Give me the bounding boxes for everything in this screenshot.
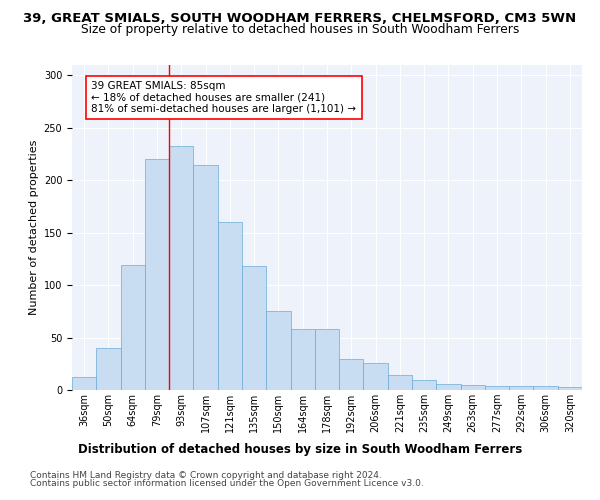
Y-axis label: Number of detached properties: Number of detached properties [29, 140, 40, 315]
Bar [388, 376, 412, 390]
Text: Contains public sector information licensed under the Open Government Licence v3: Contains public sector information licen… [30, 478, 424, 488]
Bar [169, 146, 193, 390]
Bar [218, 222, 242, 390]
Bar [533, 386, 558, 390]
Bar [315, 329, 339, 390]
Bar [242, 266, 266, 390]
Bar [461, 385, 485, 390]
Bar [509, 386, 533, 390]
Text: 39, GREAT SMIALS, SOUTH WOODHAM FERRERS, CHELMSFORD, CM3 5WN: 39, GREAT SMIALS, SOUTH WOODHAM FERRERS,… [23, 12, 577, 26]
Bar [193, 164, 218, 390]
Bar [558, 387, 582, 390]
Bar [436, 384, 461, 390]
Bar [72, 378, 96, 390]
Bar [290, 329, 315, 390]
Text: Distribution of detached houses by size in South Woodham Ferrers: Distribution of detached houses by size … [78, 442, 522, 456]
Text: Size of property relative to detached houses in South Woodham Ferrers: Size of property relative to detached ho… [81, 22, 519, 36]
Bar [145, 160, 169, 390]
Bar [485, 386, 509, 390]
Bar [266, 312, 290, 390]
Text: 39 GREAT SMIALS: 85sqm
← 18% of detached houses are smaller (241)
81% of semi-de: 39 GREAT SMIALS: 85sqm ← 18% of detached… [91, 80, 356, 114]
Text: Contains HM Land Registry data © Crown copyright and database right 2024.: Contains HM Land Registry data © Crown c… [30, 471, 382, 480]
Bar [412, 380, 436, 390]
Bar [96, 348, 121, 390]
Bar [364, 362, 388, 390]
Bar [121, 265, 145, 390]
Bar [339, 358, 364, 390]
